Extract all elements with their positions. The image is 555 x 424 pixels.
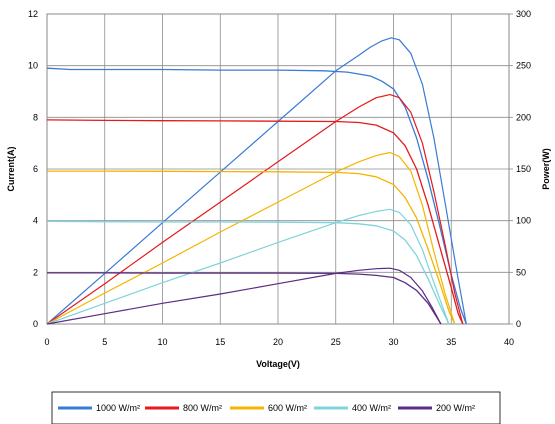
y2-tick-label: 300 — [516, 9, 531, 19]
x-tick-label: 30 — [388, 337, 398, 347]
y2-tick-label: 250 — [516, 61, 531, 71]
y-tick-label: 6 — [33, 164, 38, 174]
legend-label: 600 W/m² — [268, 403, 307, 413]
series-5-current-curve — [47, 272, 442, 325]
y-tick-label: 8 — [33, 112, 38, 122]
y-tick-label: 4 — [33, 216, 38, 226]
series-2-current-curve — [46, 119, 464, 325]
x-tick-label: 25 — [331, 337, 341, 347]
series-3-current-curve — [47, 170, 456, 325]
x-tick-label: 5 — [102, 337, 107, 347]
series-3-power-curve — [46, 151, 456, 325]
y2-tick-label: 200 — [516, 112, 531, 122]
x-tick-label: 15 — [215, 337, 225, 347]
y-tick-labels: 0 2 4 6 8 10 12 — [28, 9, 38, 329]
legend: 1000 W/m² 800 W/m² 600 W/m² 400 W/m² 200 W/m… — [51, 391, 501, 424]
x-axis-label: Voltage(V) — [256, 359, 300, 369]
x-tick-labels: 0 5 10 15 20 25 30 35 40 — [44, 337, 514, 347]
series-4-power-curve — [46, 208, 450, 325]
legend-label: 200 W/m² — [436, 403, 475, 413]
legend-label: 400 W/m² — [352, 403, 391, 413]
y2-tick-label: 0 — [516, 319, 521, 329]
y-tick-label: 2 — [33, 267, 38, 277]
y-tick-label: 0 — [33, 319, 38, 329]
series-lines — [46, 37, 467, 325]
x-tick-label: 40 — [504, 337, 514, 347]
series-1-power-curve — [46, 37, 467, 325]
y-tick-label: 12 — [28, 9, 38, 19]
y2-tick-labels: 0 50 100 150 200 250 300 — [509, 9, 531, 329]
x-tick-label: 35 — [446, 337, 456, 347]
y2-tick-label: 50 — [516, 267, 526, 277]
x-tick-label: 20 — [273, 337, 283, 347]
x-tick-label: 0 — [44, 337, 49, 347]
series-5-power-curve — [46, 267, 442, 325]
legend-label: 800 W/m² — [183, 403, 222, 413]
legend-label: 1000 W/m² — [96, 403, 140, 413]
y2-tick-label: 100 — [516, 216, 531, 226]
y2-axis-label: Power(W) — [541, 148, 551, 190]
series-4-current-curve — [46, 220, 450, 325]
y-axis-label: Current(A) — [6, 147, 16, 192]
x-tick-label: 10 — [157, 337, 167, 347]
series-1-current-curve — [46, 67, 467, 325]
y-tick-label: 10 — [28, 61, 38, 71]
y2-tick-label: 150 — [516, 164, 531, 174]
